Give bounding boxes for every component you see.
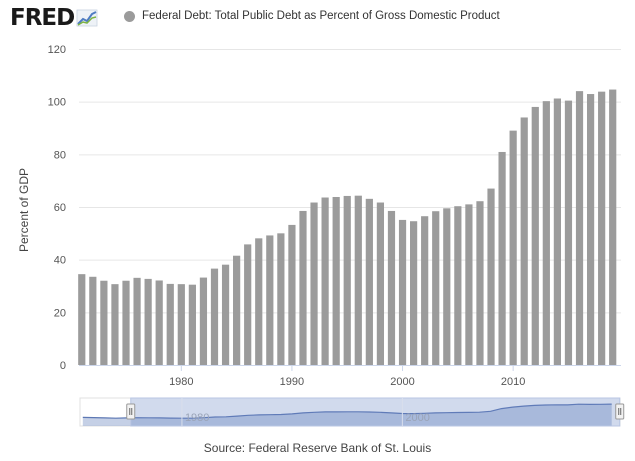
bar[interactable]	[111, 284, 119, 365]
bar[interactable]	[542, 101, 550, 365]
x-tick-label: 2010	[501, 376, 525, 388]
bar-series	[78, 89, 617, 366]
fred-logo[interactable]: FRED	[10, 6, 98, 30]
source-note: Source: Federal Reserve Bank of St. Loui…	[203, 441, 432, 455]
bar[interactable]	[443, 208, 451, 365]
bar[interactable]	[487, 188, 495, 365]
bar[interactable]	[575, 91, 584, 365]
bar[interactable]	[531, 106, 539, 365]
bar[interactable]	[199, 277, 208, 365]
navigator-series-line	[82, 403, 612, 419]
navigator-tick-label: 2000	[405, 412, 429, 424]
bar[interactable]	[387, 210, 396, 365]
bar[interactable]	[277, 233, 285, 365]
fred-logo-text: FRED	[10, 5, 75, 31]
bar[interactable]	[166, 283, 174, 365]
y-tick-label: 60	[54, 202, 66, 214]
bar[interactable]	[421, 216, 429, 365]
bar[interactable]	[89, 276, 97, 365]
bar[interactable]	[321, 197, 329, 365]
bar[interactable]	[78, 274, 86, 365]
bar[interactable]	[221, 264, 230, 365]
bar[interactable]	[299, 210, 307, 365]
bar[interactable]	[188, 284, 196, 365]
bar[interactable]	[410, 221, 418, 365]
bar[interactable]	[553, 98, 561, 366]
y-tick-label: 100	[48, 97, 66, 109]
bar[interactable]	[210, 268, 219, 365]
legend-marker	[124, 10, 135, 22]
bar[interactable]	[398, 219, 407, 365]
bar[interactable]	[498, 151, 506, 365]
bar[interactable]	[454, 206, 462, 365]
range-navigator[interactable]: 1980 2000	[79, 397, 625, 427]
y-tick-label: 0	[60, 360, 66, 372]
bar[interactable]	[266, 235, 274, 365]
navigator-series-area	[82, 404, 612, 426]
navigator-left-handle[interactable]	[126, 403, 136, 420]
legend-label: Federal Debt: Total Public Debt as Perce…	[142, 10, 500, 22]
y-tick-label: 80	[54, 149, 66, 161]
bar[interactable]	[144, 278, 152, 365]
bar[interactable]	[609, 89, 617, 365]
y-axis-tick-labels: 0 20 40 60 80 100 120	[48, 44, 66, 372]
y-tick-label: 40	[54, 255, 66, 267]
bar[interactable]	[244, 244, 252, 365]
x-axis-tick-labels: 1980 1990 2000 2010	[169, 365, 525, 388]
chart-legend[interactable]: Federal Debt: Total Public Debt as Perce…	[124, 10, 500, 22]
bar[interactable]	[155, 280, 163, 365]
bar[interactable]	[509, 130, 517, 365]
handle-body[interactable]	[126, 403, 136, 420]
bar[interactable]	[133, 277, 141, 365]
navigator-tick-label: 1980	[185, 412, 209, 424]
bar[interactable]	[255, 238, 263, 365]
bar[interactable]	[332, 196, 340, 365]
bar[interactable]	[177, 284, 185, 365]
bar[interactable]	[100, 280, 108, 365]
bar[interactable]	[465, 204, 473, 365]
bar[interactable]	[586, 94, 595, 365]
navigator-right-handle[interactable]	[615, 403, 625, 420]
y-tick-label: 20	[54, 307, 66, 319]
x-tick-label: 1980	[169, 376, 193, 388]
bar[interactable]	[310, 202, 318, 365]
bar[interactable]	[288, 224, 296, 365]
bar[interactable]	[598, 91, 606, 365]
bar[interactable]	[233, 255, 241, 365]
bar[interactable]	[122, 280, 130, 365]
x-tick-label: 1990	[280, 376, 304, 388]
handle-body[interactable]	[615, 403, 625, 420]
line-chart-icon	[76, 9, 98, 27]
bar[interactable]	[432, 211, 440, 365]
bar[interactable]	[520, 117, 528, 365]
x-tick-label: 2000	[390, 376, 414, 388]
bar[interactable]	[354, 195, 362, 365]
bar[interactable]	[376, 202, 385, 365]
bar[interactable]	[343, 195, 351, 365]
bar[interactable]	[365, 198, 373, 365]
y-tick-label: 120	[48, 44, 66, 56]
bar[interactable]	[476, 201, 484, 365]
bar[interactable]	[564, 100, 573, 365]
